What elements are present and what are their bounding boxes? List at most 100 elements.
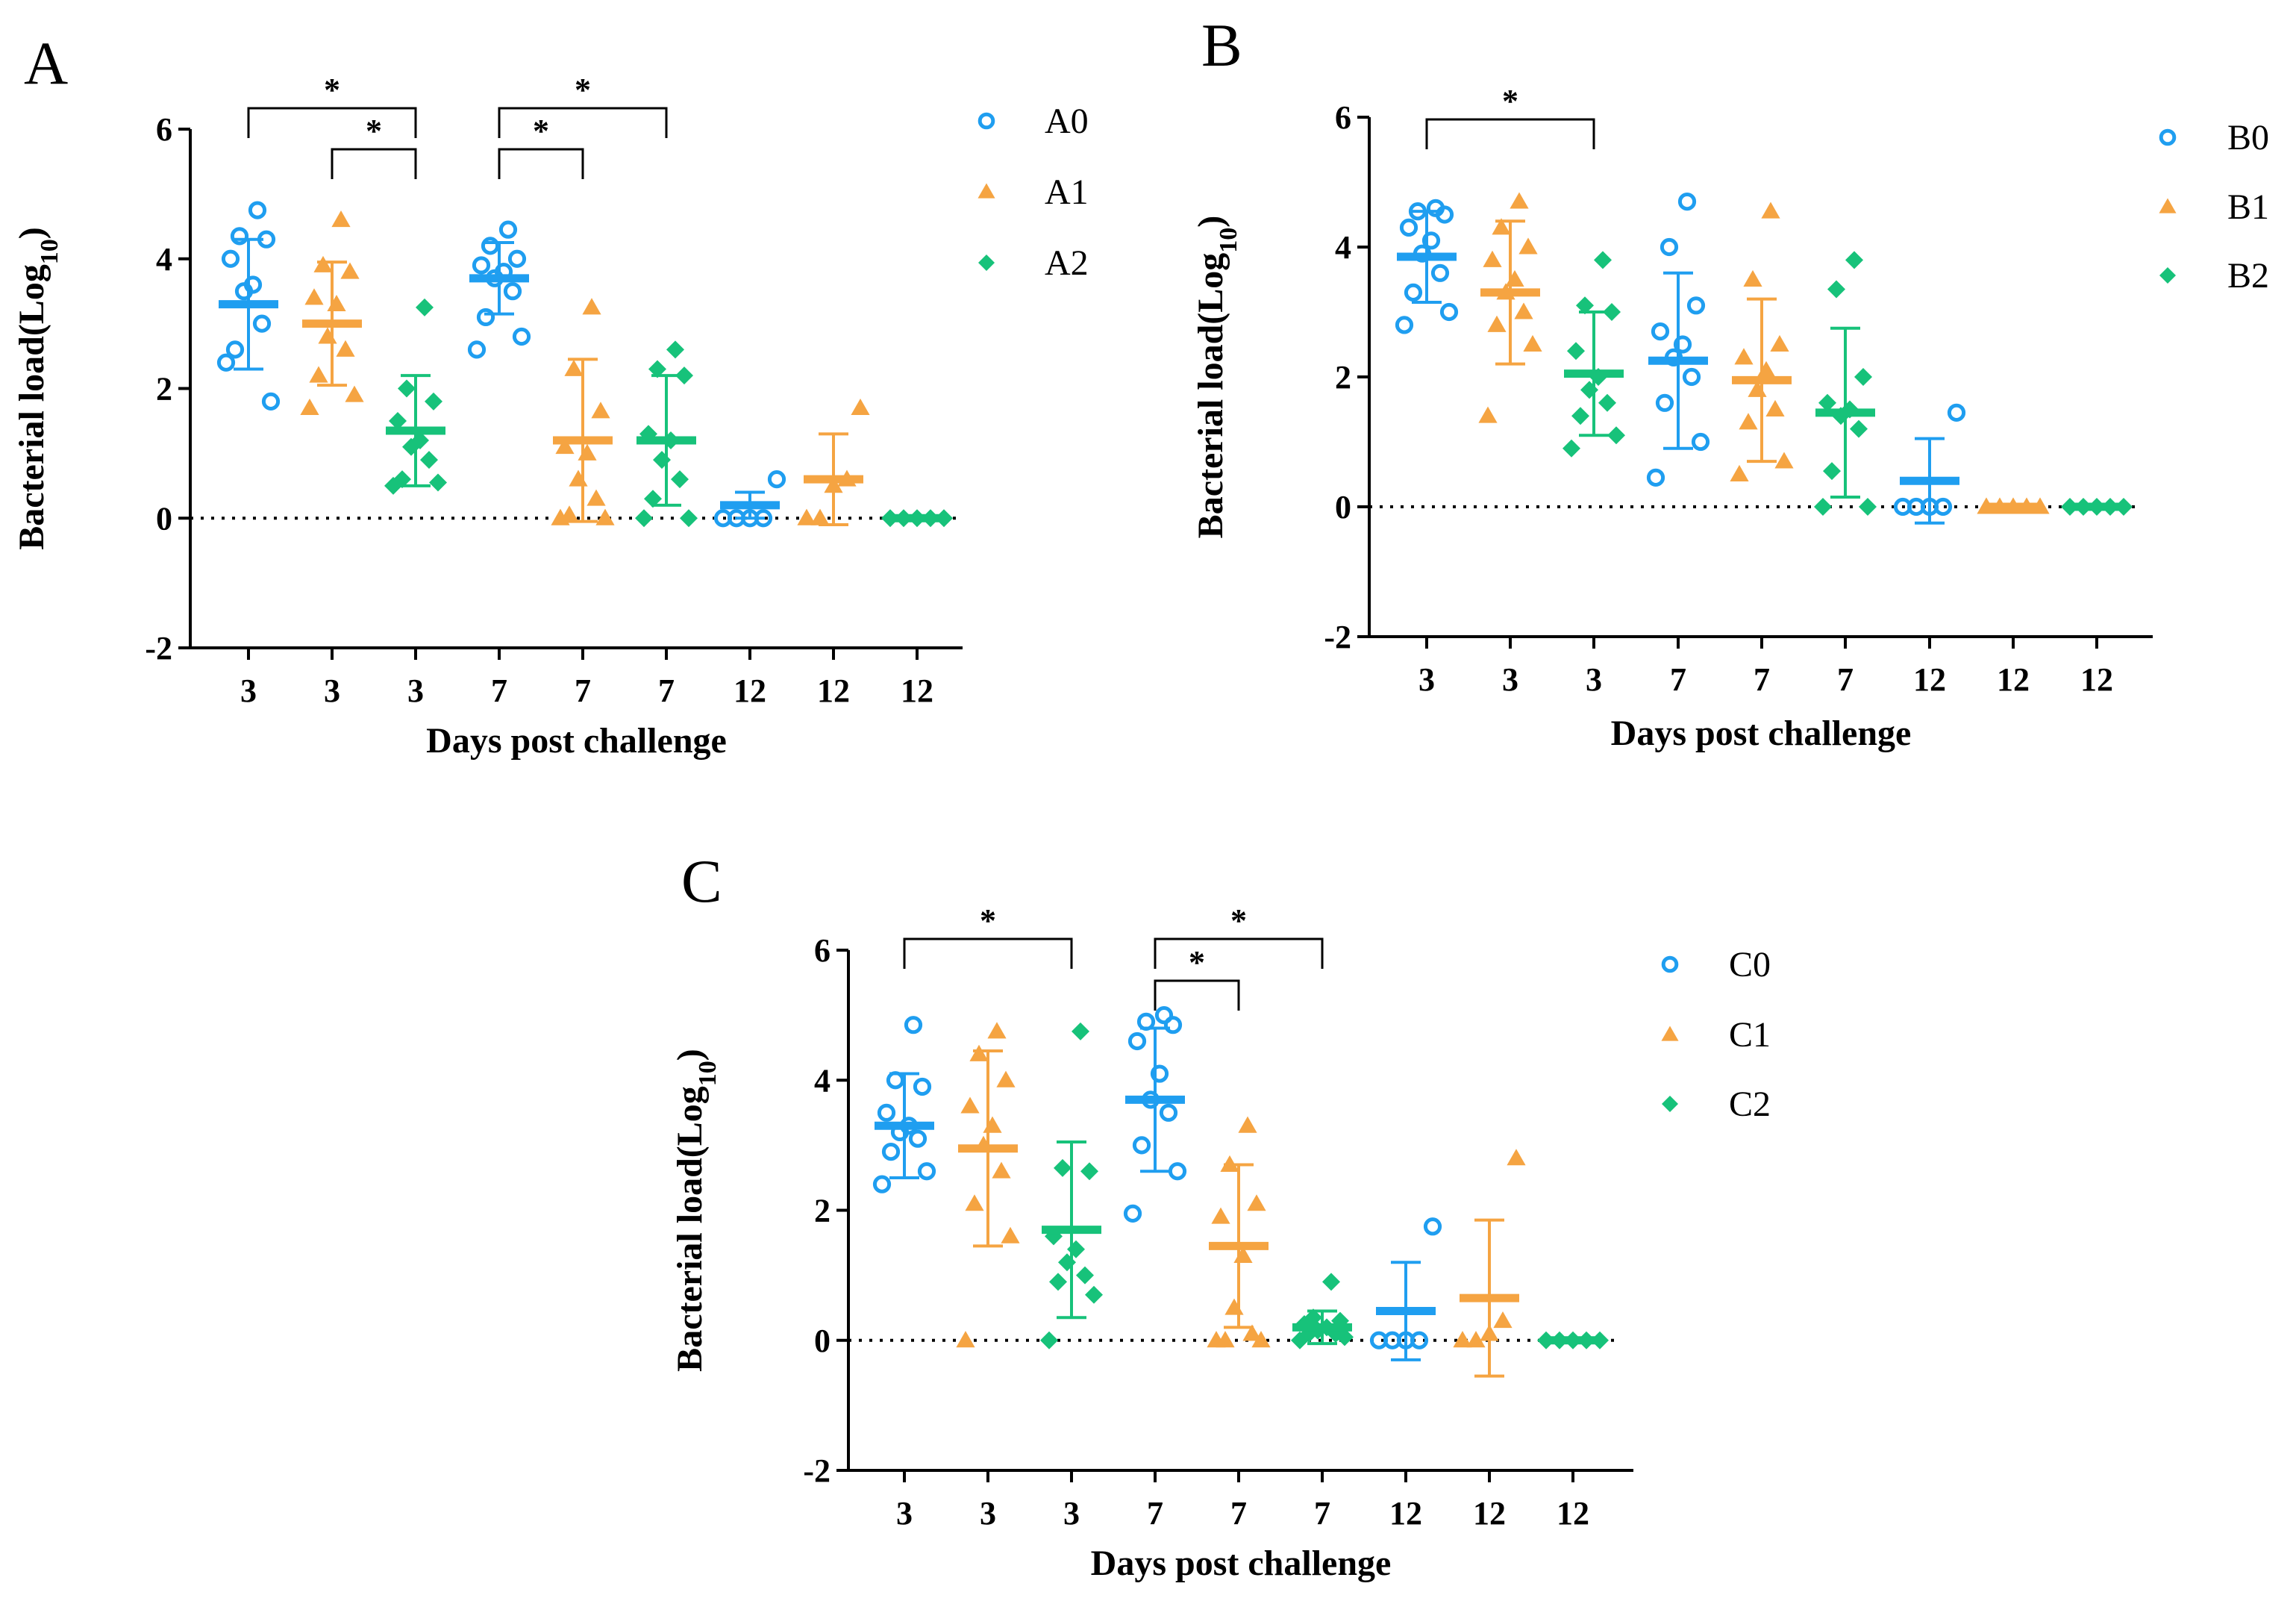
data-point (996, 1070, 1016, 1087)
data-point (1774, 452, 1794, 469)
data-point (1594, 251, 1612, 269)
y-tick-label: 4 (1335, 229, 1351, 266)
x-tick-label: 3 (1418, 661, 1435, 698)
x-tick-label: 7 (575, 672, 591, 709)
significance-bracket (498, 107, 668, 138)
legend-label: A2 (1045, 243, 1089, 283)
legend-label: B1 (2227, 187, 2269, 227)
legend-label: C0 (1729, 945, 1771, 984)
legend-marker (977, 183, 995, 199)
data-point (872, 1175, 892, 1193)
data-point (1757, 361, 1776, 378)
data-point (582, 298, 601, 315)
x-tick-label: 3 (980, 1495, 996, 1532)
data-point (908, 1129, 928, 1148)
data-point (1655, 393, 1674, 412)
data-point (569, 469, 588, 487)
data-point (472, 256, 491, 275)
data-point (586, 489, 606, 506)
data-point (1123, 1204, 1142, 1223)
data-point (1247, 1194, 1266, 1211)
legend-marker (1661, 955, 1679, 973)
data-point (992, 1161, 1011, 1179)
data-point (1507, 1149, 1526, 1166)
data-point (1563, 439, 1580, 458)
data-point (1399, 218, 1418, 237)
data-point (507, 249, 527, 268)
data-point (1580, 381, 1598, 399)
data-point (416, 298, 434, 316)
legend-marker (2159, 128, 2177, 146)
significance-bracket (247, 107, 417, 138)
panel-letter: A (24, 29, 68, 97)
data-point (221, 249, 240, 268)
data-point (1076, 1266, 1094, 1285)
data-point (1739, 413, 1758, 430)
significance-star: * (575, 72, 591, 108)
data-point (1127, 1032, 1147, 1051)
chart-panel-c: C 6 4 2 0 -2 3 3 3 7 7 7 12 12 12 Days post challenge Ba… (670, 847, 1771, 1583)
legend-label: C1 (1729, 1015, 1771, 1055)
y-axis-title: Bacterial load(Log10) (1191, 216, 1242, 539)
data-point (1598, 393, 1616, 412)
data-point (420, 451, 438, 469)
y-axis-title: Bacterial load(Log10) (670, 1049, 722, 1372)
data-point (1933, 497, 1953, 516)
data-point (797, 508, 816, 525)
y-tick-label: 6 (814, 932, 830, 969)
data-point (1845, 251, 1863, 269)
legend-marker (978, 255, 995, 271)
data-point (393, 470, 411, 489)
significance-star: * (1230, 902, 1247, 939)
data-point (591, 402, 610, 419)
data-point (1251, 1331, 1271, 1348)
data-point (1682, 367, 1701, 387)
data-point (1651, 322, 1670, 341)
x-tick-label: 7 (1837, 661, 1854, 698)
y-tick-label: 0 (1335, 489, 1351, 525)
data-point (1814, 498, 1832, 516)
data-point (1818, 393, 1836, 412)
y-tick-label: 6 (156, 111, 172, 148)
data-point (336, 340, 355, 357)
x-tick-label: 12 (733, 672, 766, 709)
data-point (476, 308, 495, 327)
data-point (767, 470, 786, 489)
data-point (1001, 1226, 1020, 1243)
data-point (956, 1331, 975, 1348)
data-point (1080, 1162, 1098, 1181)
data-point (1823, 462, 1841, 481)
x-tick-label: 3 (1063, 1495, 1080, 1532)
legend-marker (2159, 198, 2177, 213)
y-tick-label: -2 (145, 630, 172, 667)
data-point (555, 437, 575, 455)
legend-label: B2 (2227, 256, 2269, 296)
data-point (1483, 250, 1502, 267)
data-point (1426, 199, 1445, 217)
data-point (1150, 1064, 1169, 1083)
data-point (560, 505, 579, 522)
x-tick-label: 7 (658, 672, 675, 709)
data-point (1410, 1331, 1429, 1349)
data-point (1686, 296, 1706, 315)
data-point (1154, 1006, 1174, 1025)
x-tick-label: 12 (817, 672, 850, 709)
legend-label: A1 (1045, 172, 1089, 212)
data-point (1423, 1217, 1442, 1236)
data-point (1478, 406, 1498, 423)
x-tick-label: 12 (1997, 661, 2030, 698)
data-point (1322, 1273, 1340, 1291)
x-axis-title: Days post challenge (1091, 1544, 1392, 1583)
data-point (960, 1096, 980, 1114)
legend-marker (1661, 1026, 1679, 1041)
data-point (1691, 432, 1710, 452)
data-point (1216, 1331, 1235, 1348)
legend-marker (977, 112, 995, 130)
data-point (340, 262, 360, 279)
data-point (309, 366, 328, 383)
data-point (810, 508, 830, 525)
data-point (1505, 269, 1524, 287)
data-point (1072, 1022, 1089, 1040)
data-point (304, 288, 324, 305)
